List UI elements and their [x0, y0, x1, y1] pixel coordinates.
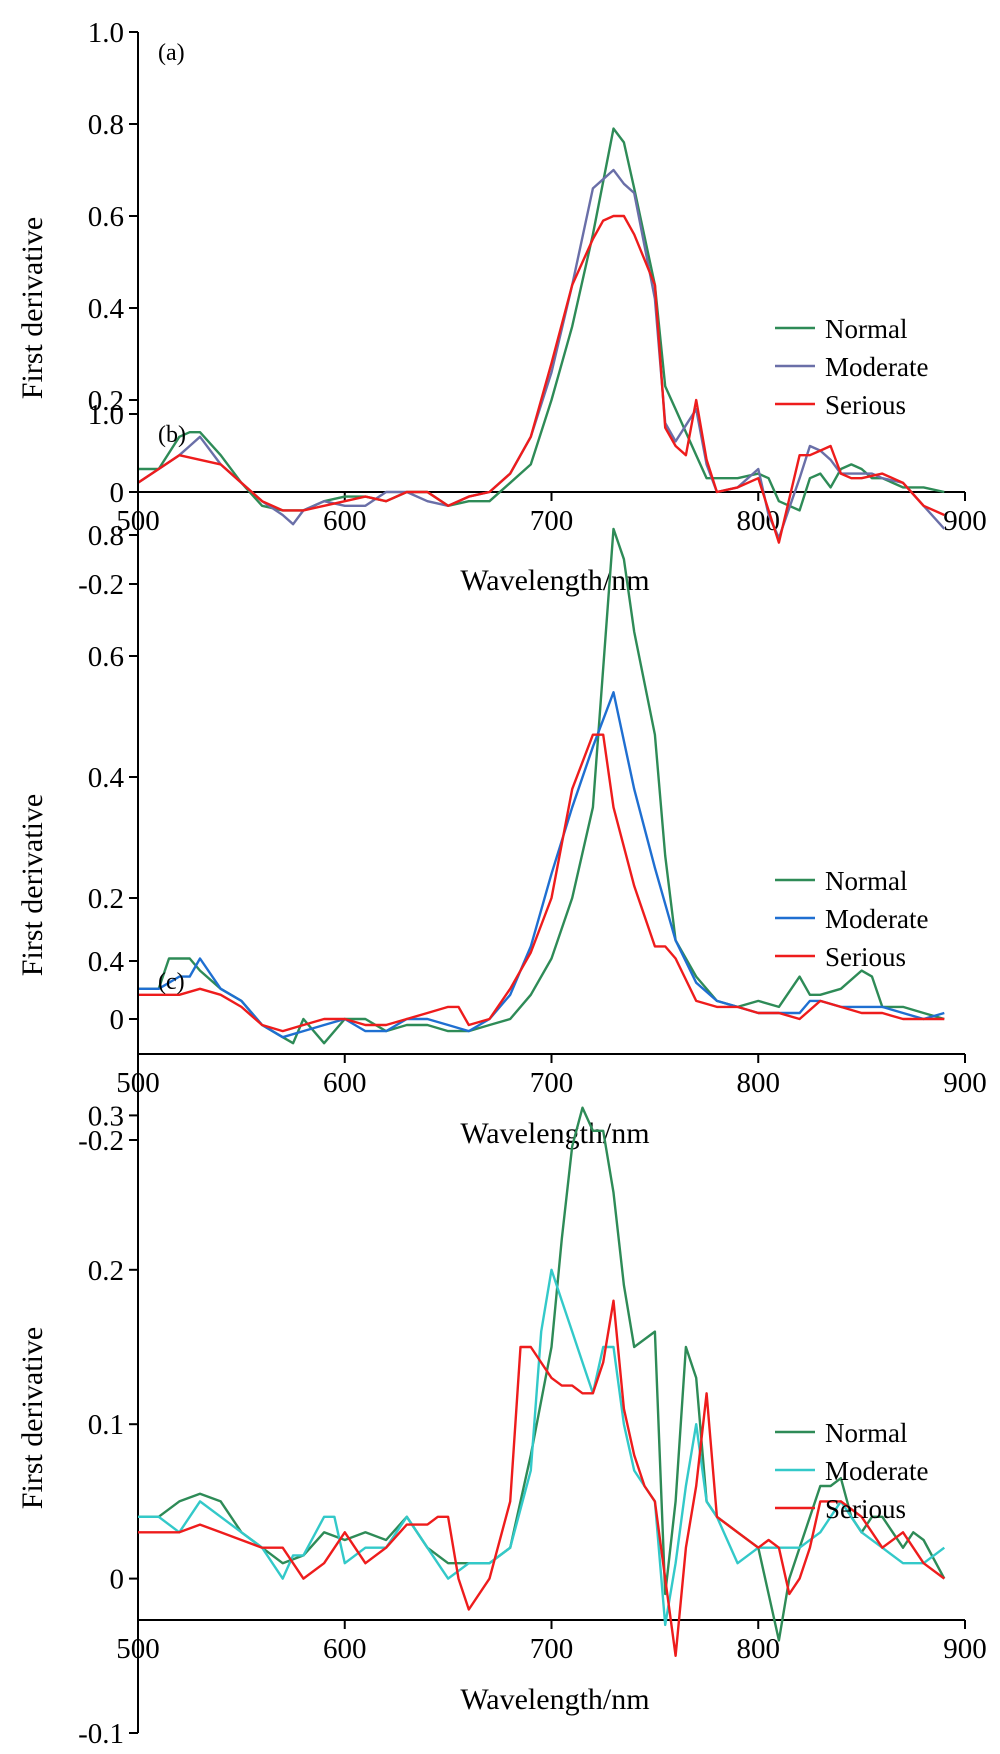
y-tick-label: 0.1 — [88, 1409, 124, 1441]
x-tick-label: 600 — [323, 1067, 367, 1099]
series-line-moderate — [138, 691, 945, 1039]
series-line-moderate — [138, 1268, 946, 1627]
x-tick-label: 800 — [737, 505, 781, 537]
x-tick-label: 700 — [530, 1633, 574, 1665]
y-tick-label: 0.8 — [88, 109, 124, 141]
y-tick-label: -0.2 — [78, 1125, 124, 1157]
y-tick-label: 0.6 — [88, 641, 124, 673]
x-tick-label: 600 — [323, 1633, 367, 1665]
y-tick-label: 0.4 — [88, 762, 125, 794]
chart-panel-2: 0.4 0.3 0.2 0.1 0 -0.1 500 600 700 800 900 Waveleng… — [16, 946, 987, 1750]
x-axis-title: Wavelength/nm — [460, 1683, 649, 1716]
y-tick-label: 0.4 — [88, 946, 125, 978]
series-line-normal — [138, 1106, 946, 1642]
x-tick-label: 600 — [323, 505, 367, 537]
series-line-serious — [138, 1299, 946, 1657]
series-line-serious — [138, 733, 945, 1033]
legend-label: Normal — [825, 1418, 907, 1448]
y-tick-label: 0.2 — [88, 883, 124, 915]
y-axis-title: First derivative — [16, 217, 49, 399]
series-line-serious — [137, 214, 945, 544]
series-line-normal — [138, 527, 945, 1045]
y-tick-label: 1.0 — [88, 17, 124, 49]
legend-label: Moderate — [825, 1456, 928, 1486]
legend-label: Normal — [825, 314, 907, 344]
x-tick-label: 500 — [116, 1633, 160, 1665]
panel-label: (c) — [158, 969, 185, 995]
panel-label: (b) — [158, 422, 186, 448]
legend-label: Serious — [825, 390, 906, 420]
panel-label: (a) — [158, 40, 185, 66]
x-tick-label: 800 — [737, 1633, 781, 1665]
x-axis-title: Wavelength/nm — [460, 564, 649, 597]
y-tick-label: 0 — [110, 1564, 125, 1596]
legend-label: Moderate — [825, 904, 928, 934]
y-tick-label: 0 — [110, 477, 125, 509]
legend-label: Serious — [825, 942, 906, 972]
y-tick-label: 0.2 — [88, 1255, 124, 1287]
y-tick-label: 0.4 — [88, 293, 125, 325]
x-tick-label: 900 — [943, 505, 987, 537]
y-tick-label: 0.6 — [88, 201, 124, 233]
y-axis-title: First derivative — [16, 1327, 49, 1509]
y-tick-label: 0.3 — [88, 1100, 124, 1132]
series-line-moderate — [137, 168, 946, 540]
x-tick-label: 700 — [530, 1067, 574, 1099]
y-tick-label: 1.0 — [88, 399, 124, 431]
x-tick-label: 700 — [530, 505, 574, 537]
legend-label: Moderate — [825, 352, 928, 382]
x-tick-label: 800 — [737, 1067, 781, 1099]
legend-label: Serious — [825, 1494, 906, 1524]
x-axis-title: Wavelength/nm — [460, 1117, 649, 1150]
y-axis-title: First derivative — [16, 794, 49, 976]
y-tick-label: 0 — [110, 1004, 125, 1036]
y-tick-label: -0.2 — [78, 569, 124, 601]
x-tick-label: 900 — [943, 1067, 987, 1099]
y-tick-label: 0.8 — [88, 520, 124, 552]
y-tick-label: -0.1 — [78, 1718, 124, 1750]
y-tick-label: 0.2 — [88, 385, 124, 417]
x-tick-label: 900 — [943, 1633, 987, 1665]
legend-label: Normal — [825, 866, 907, 896]
